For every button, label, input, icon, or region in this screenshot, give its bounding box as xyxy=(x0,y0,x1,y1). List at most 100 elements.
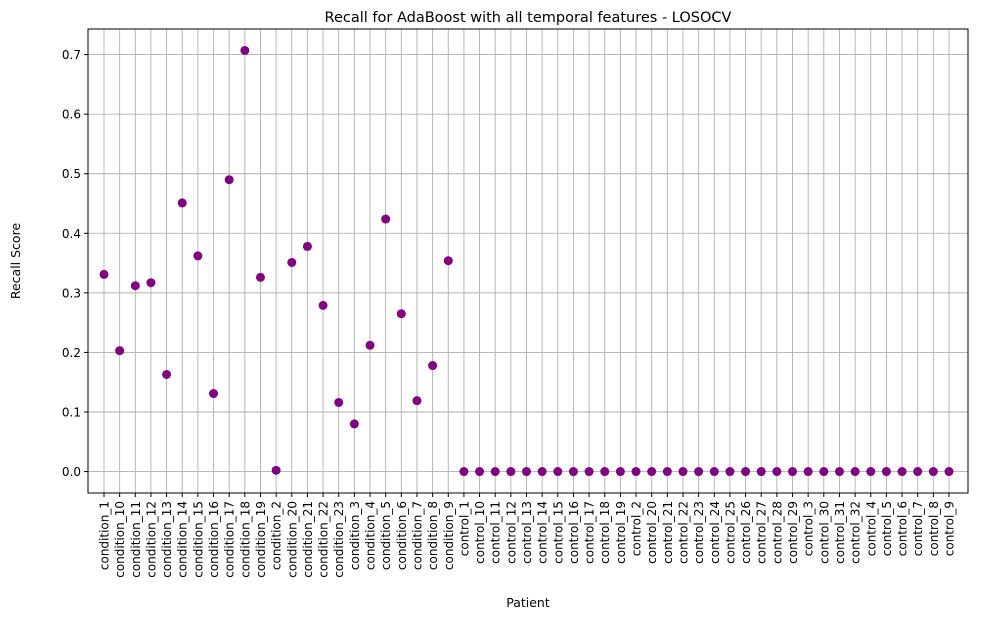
x-tick-label: control_19 xyxy=(614,501,628,564)
data-point xyxy=(459,467,469,477)
y-grid xyxy=(88,54,968,473)
data-point xyxy=(428,361,438,371)
data-point xyxy=(334,397,344,407)
data-point xyxy=(349,419,359,429)
data-point xyxy=(412,396,422,406)
x-tick-label: condition_6 xyxy=(395,501,409,570)
data-point xyxy=(255,272,265,282)
plot-frame xyxy=(87,28,969,494)
x-tick-label: condition_18 xyxy=(238,501,252,578)
x-tick-label: condition_14 xyxy=(176,501,190,578)
x-tick-label: control_24 xyxy=(708,501,722,564)
data-point xyxy=(475,467,485,477)
x-tick-label: condition_20 xyxy=(285,501,299,578)
y-tick-label: 0.4 xyxy=(62,227,81,241)
x-tick-label: control_21 xyxy=(661,501,675,564)
x-tick-label: control_26 xyxy=(739,501,753,564)
x-tick-label: control_28 xyxy=(770,501,784,564)
data-point xyxy=(772,467,782,477)
data-point xyxy=(209,389,219,399)
x-tick-label: control_15 xyxy=(551,501,565,564)
x-tick-label: condition_22 xyxy=(317,501,331,578)
chart-title: Recall for AdaBoost with all temporal fe… xyxy=(325,10,732,26)
data-point xyxy=(725,467,735,477)
x-tick-label: condition_7 xyxy=(410,501,424,570)
x-tick-label: condition_3 xyxy=(348,501,362,570)
x-tick-label: control_13 xyxy=(520,501,534,564)
x-tick-label: condition_15 xyxy=(191,501,205,578)
data-point xyxy=(694,467,704,477)
data-point xyxy=(662,467,672,477)
x-tick-label: control_23 xyxy=(692,501,706,564)
data-point xyxy=(928,467,938,477)
x-tick-label: control_10 xyxy=(473,501,487,564)
data-point xyxy=(709,467,719,477)
data-point xyxy=(788,467,798,477)
data-point xyxy=(271,465,281,475)
data-point xyxy=(913,467,923,477)
data-point xyxy=(162,369,172,379)
data-point xyxy=(631,467,641,477)
data-point xyxy=(224,175,234,185)
x-tick-label: condition_10 xyxy=(113,501,127,578)
data-point xyxy=(584,467,594,477)
y-tick-label: 0.0 xyxy=(62,465,81,479)
x-tick-label: condition_9 xyxy=(442,501,456,570)
x-tick-label: control_2 xyxy=(630,501,644,556)
x-axis-label: Patient xyxy=(506,595,550,610)
data-point xyxy=(146,278,156,288)
data-point xyxy=(396,309,406,319)
data-point xyxy=(834,467,844,477)
data-point xyxy=(553,467,563,477)
data-point xyxy=(615,467,625,477)
data-point xyxy=(365,340,375,350)
x-tick-label: control_3 xyxy=(802,501,816,556)
data-point xyxy=(819,467,829,477)
data-point xyxy=(647,467,657,477)
data-point xyxy=(506,467,516,477)
data-point xyxy=(490,467,500,477)
data-point xyxy=(756,467,766,477)
x-tick-label: control_6 xyxy=(896,501,910,556)
x-tick-label: condition_12 xyxy=(144,501,158,578)
data-point xyxy=(522,467,531,477)
data-point xyxy=(678,467,688,477)
x-tick-label: control_32 xyxy=(849,501,863,564)
data-point xyxy=(944,467,954,477)
data-point xyxy=(741,467,751,477)
x-tick-label: condition_17 xyxy=(223,501,237,578)
y-tick-label: 0.2 xyxy=(62,346,81,360)
data-point xyxy=(177,198,187,208)
x-tick-label: control_29 xyxy=(786,501,800,564)
data-point xyxy=(600,467,610,477)
x-tick-label: condition_21 xyxy=(301,501,315,578)
x-tick-label: control_31 xyxy=(833,501,847,564)
data-point xyxy=(287,257,297,267)
data-point xyxy=(866,467,876,477)
data-point xyxy=(443,256,453,266)
x-tick-label: control_1 xyxy=(457,501,471,556)
y-tick-label: 0.1 xyxy=(62,405,81,419)
x-tick-label: condition_8 xyxy=(426,501,440,570)
x-tick-label: condition_13 xyxy=(160,501,174,578)
x-tick-label: control_16 xyxy=(567,501,581,564)
data-point xyxy=(537,467,547,477)
data-point xyxy=(99,269,109,279)
data-point xyxy=(130,281,140,291)
x-tick-label: condition_16 xyxy=(207,501,221,578)
data-point xyxy=(193,251,203,261)
data-point xyxy=(803,467,813,477)
y-tick-label: 0.6 xyxy=(62,108,81,122)
data-point xyxy=(240,45,250,55)
x-tick-label: control_18 xyxy=(598,501,612,564)
y-tick-label: 0.5 xyxy=(62,167,81,181)
x-tick-label: control_30 xyxy=(817,501,831,564)
y-axis: 0.0 0.1 0.2 0.3 0.4 0.5 0.6 0.7 xyxy=(62,48,88,479)
x-tick-label: condition_4 xyxy=(364,501,378,570)
x-tick-label: control_7 xyxy=(911,501,925,556)
x-tick-label: control_9 xyxy=(943,501,957,556)
x-tick-label: control_27 xyxy=(755,501,769,564)
x-tick-label: condition_5 xyxy=(379,501,393,570)
x-tick-label: control_17 xyxy=(583,501,597,564)
